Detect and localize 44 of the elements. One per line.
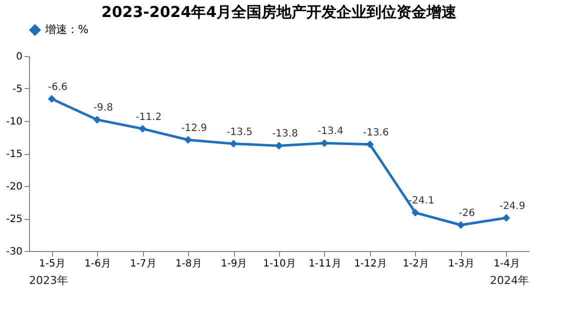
- data-label: -13.6: [362, 127, 389, 138]
- data-label: -13.5: [226, 126, 252, 138]
- x-tick-label: 1-7月: [130, 258, 156, 270]
- point: [411, 208, 420, 217]
- legend-label: 增速：%: [44, 23, 88, 36]
- x-tick-label: 1-3月: [448, 258, 474, 270]
- chart-title: 2023-2024年4月全国房地产开发企业到位资金增速: [101, 3, 458, 21]
- data-label: -12.9: [181, 122, 208, 134]
- y-tick-label: -25: [6, 214, 22, 225]
- data-label: -13.8: [272, 128, 298, 140]
- x-tick-label: 1-11月: [308, 258, 342, 270]
- point: [184, 136, 192, 144]
- x-tick-label: 1-2月: [402, 258, 430, 270]
- data-label: -11.2: [136, 112, 162, 123]
- y-tick-label: -30: [6, 246, 22, 258]
- x-tick-label: 1-10月: [263, 258, 296, 270]
- x-tick-label: 1-12月: [354, 258, 387, 270]
- point: [230, 140, 238, 148]
- x-tick-label: 1-8月: [175, 258, 202, 270]
- y-tick-label: 0: [16, 52, 22, 62]
- x-tick-label: 1-4月: [494, 258, 520, 270]
- data-label: -13.4: [318, 126, 344, 138]
- x-tick-label: 1-9月: [220, 258, 248, 270]
- point: [138, 124, 147, 133]
- point: [456, 221, 465, 229]
- text: 2023年: [29, 274, 68, 287]
- data-label: -9.8: [93, 102, 113, 114]
- point: [93, 116, 102, 124]
- y-tick-label: -15: [6, 149, 22, 160]
- x-tick-label: 1-6月: [84, 258, 111, 270]
- data-label: -24.1: [408, 196, 434, 207]
- point: [502, 214, 510, 222]
- y-tick-label: -20: [6, 182, 22, 192]
- point: [366, 140, 374, 148]
- x-tick-label: 1-5月: [39, 258, 66, 270]
- data-label: -26: [458, 208, 475, 219]
- point: [48, 95, 56, 103]
- text: 2024年: [490, 274, 529, 287]
- point: [320, 139, 328, 147]
- data-label: -24.9: [499, 200, 526, 212]
- y-tick-label: -5: [12, 84, 22, 95]
- data-label: -6.6: [48, 82, 68, 93]
- point: [275, 142, 283, 150]
- y-tick-label: -10: [6, 116, 22, 128]
